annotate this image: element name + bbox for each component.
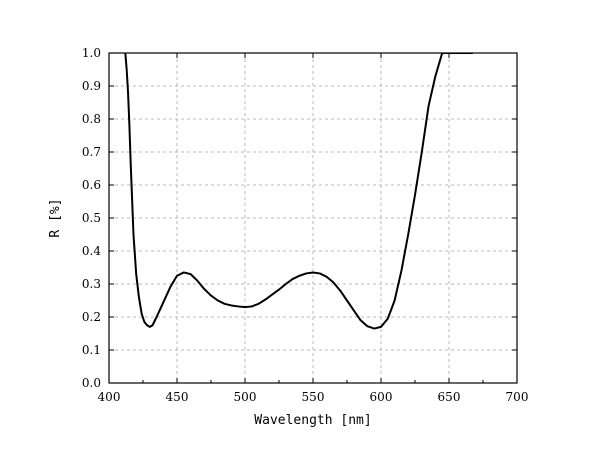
x-tick-label: 400 — [98, 390, 121, 404]
y-axis-title: R [%] — [48, 198, 63, 237]
y-tick-label: 0.1 — [82, 343, 101, 357]
series-line-0 — [124, 53, 473, 330]
y-tick-label: 0.0 — [82, 376, 101, 390]
y-tick-label: 0.9 — [82, 79, 101, 93]
x-tick-label: 450 — [166, 390, 189, 404]
x-tick-label: 600 — [370, 390, 393, 404]
y-tick-label: 1.0 — [82, 46, 101, 60]
y-tick-label: 0.4 — [82, 244, 101, 258]
y-tick-label: 0.3 — [82, 277, 101, 291]
x-tick-label: 500 — [234, 390, 257, 404]
y-tick-label: 0.8 — [82, 112, 101, 126]
x-axis-title: Wavelength [nm] — [254, 413, 371, 428]
gridlines — [109, 53, 517, 383]
series-layer — [124, 53, 473, 330]
x-tick-labels: 400 450 500 550 600 650 700 — [98, 390, 529, 404]
x-tick-label: 700 — [506, 390, 529, 404]
y-tick-label: 0.6 — [82, 178, 101, 192]
y-tick-label: 0.5 — [82, 211, 101, 225]
x-tick-label: 650 — [438, 390, 461, 404]
y-tick-labels: 0.0 0.1 0.2 0.3 0.4 0.5 0.6 0.7 0.8 0.9 1.0 — [82, 46, 101, 390]
y-tick-label: 0.7 — [82, 145, 101, 159]
y-tick-label: 0.2 — [82, 310, 101, 324]
x-tick-label: 550 — [302, 390, 325, 404]
plot-frame — [108, 52, 518, 384]
